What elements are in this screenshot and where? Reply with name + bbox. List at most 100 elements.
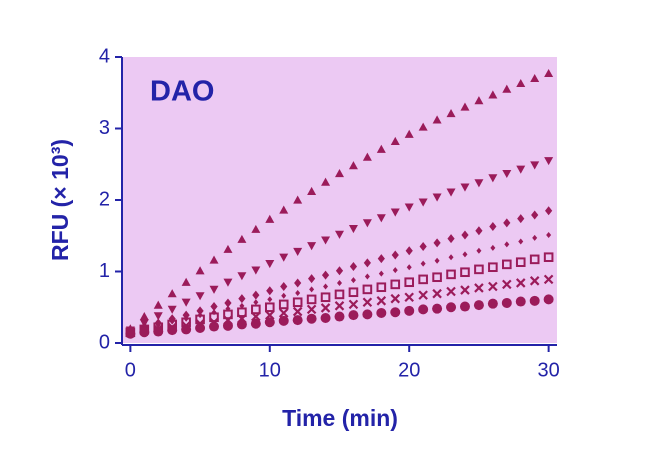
marker-square: [529, 254, 540, 265]
marker-dot: [392, 267, 398, 274]
marker-triangle-up: [432, 115, 442, 124]
marker-dot: [239, 302, 245, 309]
marker-triangle-up: [530, 73, 540, 83]
marker-square: [362, 284, 373, 295]
marker-triangle-up: [307, 186, 317, 196]
marker-triangle-down: [502, 169, 512, 179]
marker-square: [543, 252, 554, 262]
marker-triangle-up: [293, 195, 303, 204]
marker-triangle-down: [251, 266, 261, 275]
marker-cross: [529, 276, 540, 286]
marker-square: [223, 309, 233, 320]
marker-square: [334, 289, 345, 300]
marker-square: [502, 259, 512, 270]
marker-diamond: [294, 278, 302, 288]
marker-circle: [362, 309, 373, 320]
marker-dot: [253, 299, 259, 306]
marker-dot: [532, 234, 538, 241]
x-axis-label: Time (min): [282, 405, 398, 431]
marker-triangle-up: [446, 108, 456, 118]
marker-circle: [529, 295, 540, 306]
marker-triangle-up: [418, 122, 428, 131]
marker-triangle-down: [390, 208, 400, 217]
marker-cross: [418, 290, 428, 300]
marker-cross: [306, 304, 317, 315]
marker-circle: [278, 315, 289, 326]
plot-background: [122, 57, 557, 343]
marker-diamond: [308, 274, 316, 284]
marker-diamond: [224, 298, 232, 308]
marker-cross: [446, 286, 456, 297]
marker-cross: [251, 311, 261, 322]
marker-diamond: [196, 306, 204, 316]
marker-triangle-down: [516, 165, 526, 174]
marker-diamond: [461, 230, 469, 240]
marker-diamond: [503, 218, 511, 228]
marker-dot: [490, 244, 496, 251]
marker-square: [515, 257, 526, 268]
marker-square: [418, 274, 428, 285]
marker-diamond: [405, 246, 413, 256]
marker-square: [488, 262, 498, 273]
marker-diamond: [489, 221, 497, 231]
marker-circle: [543, 294, 554, 305]
marker-circle: [432, 303, 443, 314]
marker-triangle-down: [153, 312, 163, 321]
marker-dot: [309, 286, 315, 293]
marker-triangle-down: [376, 214, 386, 223]
marker-diamond: [377, 254, 385, 264]
y-tick-label: 4: [99, 45, 110, 67]
marker-triangle-up: [502, 84, 512, 93]
marker-circle: [404, 305, 415, 316]
marker-triangle-up: [153, 300, 163, 309]
marker-square: [376, 282, 387, 293]
marker-diamond: [238, 294, 246, 304]
marker-cross: [474, 283, 484, 293]
marker-dot: [462, 251, 468, 258]
marker-diamond: [475, 226, 483, 236]
marker-dot: [323, 283, 329, 290]
marker-cross: [515, 278, 526, 288]
marker-circle: [222, 320, 233, 331]
marker-dot: [518, 238, 524, 245]
marker-triangle-down: [237, 272, 247, 281]
marker-square: [292, 297, 303, 308]
marker-cross: [362, 297, 373, 308]
marker-triangle-up: [404, 129, 414, 138]
marker-triangle-down: [167, 305, 177, 314]
marker-circle: [153, 326, 164, 337]
marker-triangle-up: [209, 255, 219, 264]
marker-square: [264, 302, 275, 313]
marker-dot: [364, 273, 370, 280]
marker-triangle-up: [321, 177, 331, 186]
marker-triangle-down: [404, 203, 414, 212]
marker-diamond: [531, 210, 539, 220]
marker-dot: [434, 257, 440, 264]
marker-cross: [320, 303, 331, 313]
marker-diamond: [433, 238, 441, 248]
y-tick-label: 0: [99, 331, 110, 353]
marker-circle: [264, 317, 275, 328]
marker-triangle-down: [321, 236, 331, 245]
marker-triangle-up: [195, 266, 205, 275]
marker-diamond: [517, 214, 525, 224]
marker-circle: [181, 324, 192, 335]
marker-dot: [406, 264, 412, 271]
marker-circle: [459, 301, 470, 312]
marker-diamond: [447, 234, 455, 244]
marker-diamond: [419, 241, 427, 251]
marker-triangle-down: [432, 193, 442, 202]
marker-triangle-down: [530, 161, 540, 170]
marker-circle: [418, 304, 429, 315]
marker-cross: [334, 301, 345, 311]
marker-triangle-up: [139, 312, 149, 321]
marker-diamond: [210, 302, 218, 312]
marker-triangle-up: [167, 289, 177, 298]
marker-square: [432, 272, 442, 283]
marker-cross: [502, 279, 512, 290]
marker-square: [348, 287, 359, 298]
marker-triangle-up: [460, 102, 470, 111]
marker-circle: [348, 310, 359, 321]
marker-cross: [432, 288, 442, 299]
